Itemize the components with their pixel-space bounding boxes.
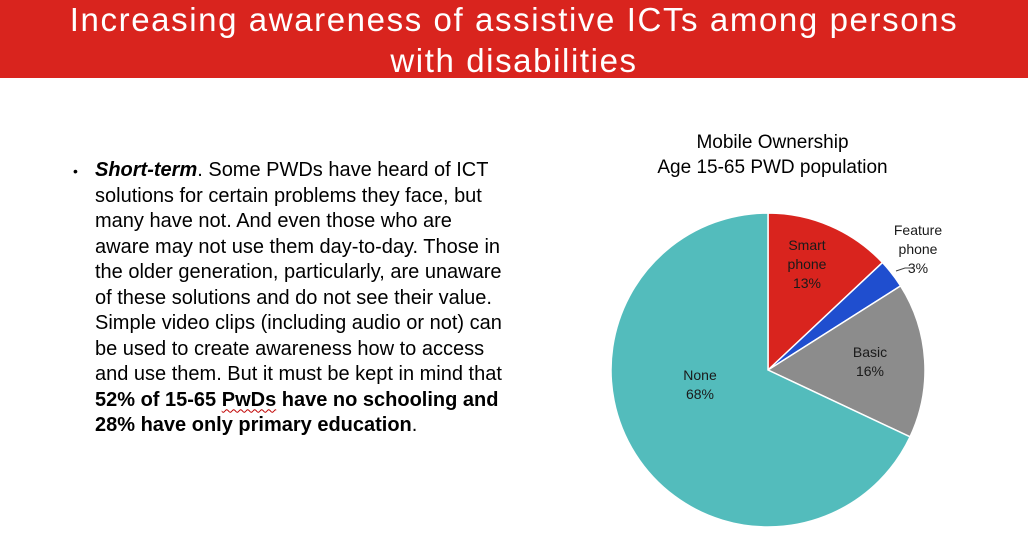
chart-title-line-1: Mobile Ownership xyxy=(696,132,849,153)
leader-line-feature-phone xyxy=(895,267,913,272)
bullet-bold-b: have no schooling and 28% have only prim… xyxy=(95,388,499,437)
bullet-bold-pwds: PwDs xyxy=(221,388,277,411)
data-label-none: None 68% xyxy=(683,367,717,402)
slide-title-line-1: Increasing awareness of assistive ICTs a… xyxy=(69,1,959,38)
data-label-smart-phone: Smart phone 13% xyxy=(788,237,827,291)
pie-slice-smart-phone xyxy=(767,212,884,372)
pie-chart: Smart phone 13% Feature phone 3% Basic 16% None 6… xyxy=(610,212,942,528)
pie-slice-basic xyxy=(766,284,926,438)
mobile-ownership-chart: Mobile Ownership Age 15-65 PWD populatio… xyxy=(600,125,960,535)
title-banner: Increasing awareness of assistive ICTs a… xyxy=(0,0,1028,79)
bullet-bold-a: 52% of 15-65 xyxy=(95,388,222,411)
bullet-lead: Short-term xyxy=(95,159,198,181)
data-label-basic: Basic 16% xyxy=(853,344,887,379)
bullet-body: . Some PWDs have heard of ICT solutions … xyxy=(95,159,502,385)
bullet-marker: • xyxy=(73,163,78,179)
bullet-end: . xyxy=(411,414,418,436)
pie-slice-none xyxy=(610,212,912,528)
slide-title-line-2: with disabilities xyxy=(390,42,638,79)
bullet-text: Short-term. Some PWDs have heard of ICT … xyxy=(95,158,510,439)
data-label-feature-phone: Feature phone 3% xyxy=(894,222,942,276)
chart-title-line-2: Age 15-65 PWD population xyxy=(657,157,888,178)
